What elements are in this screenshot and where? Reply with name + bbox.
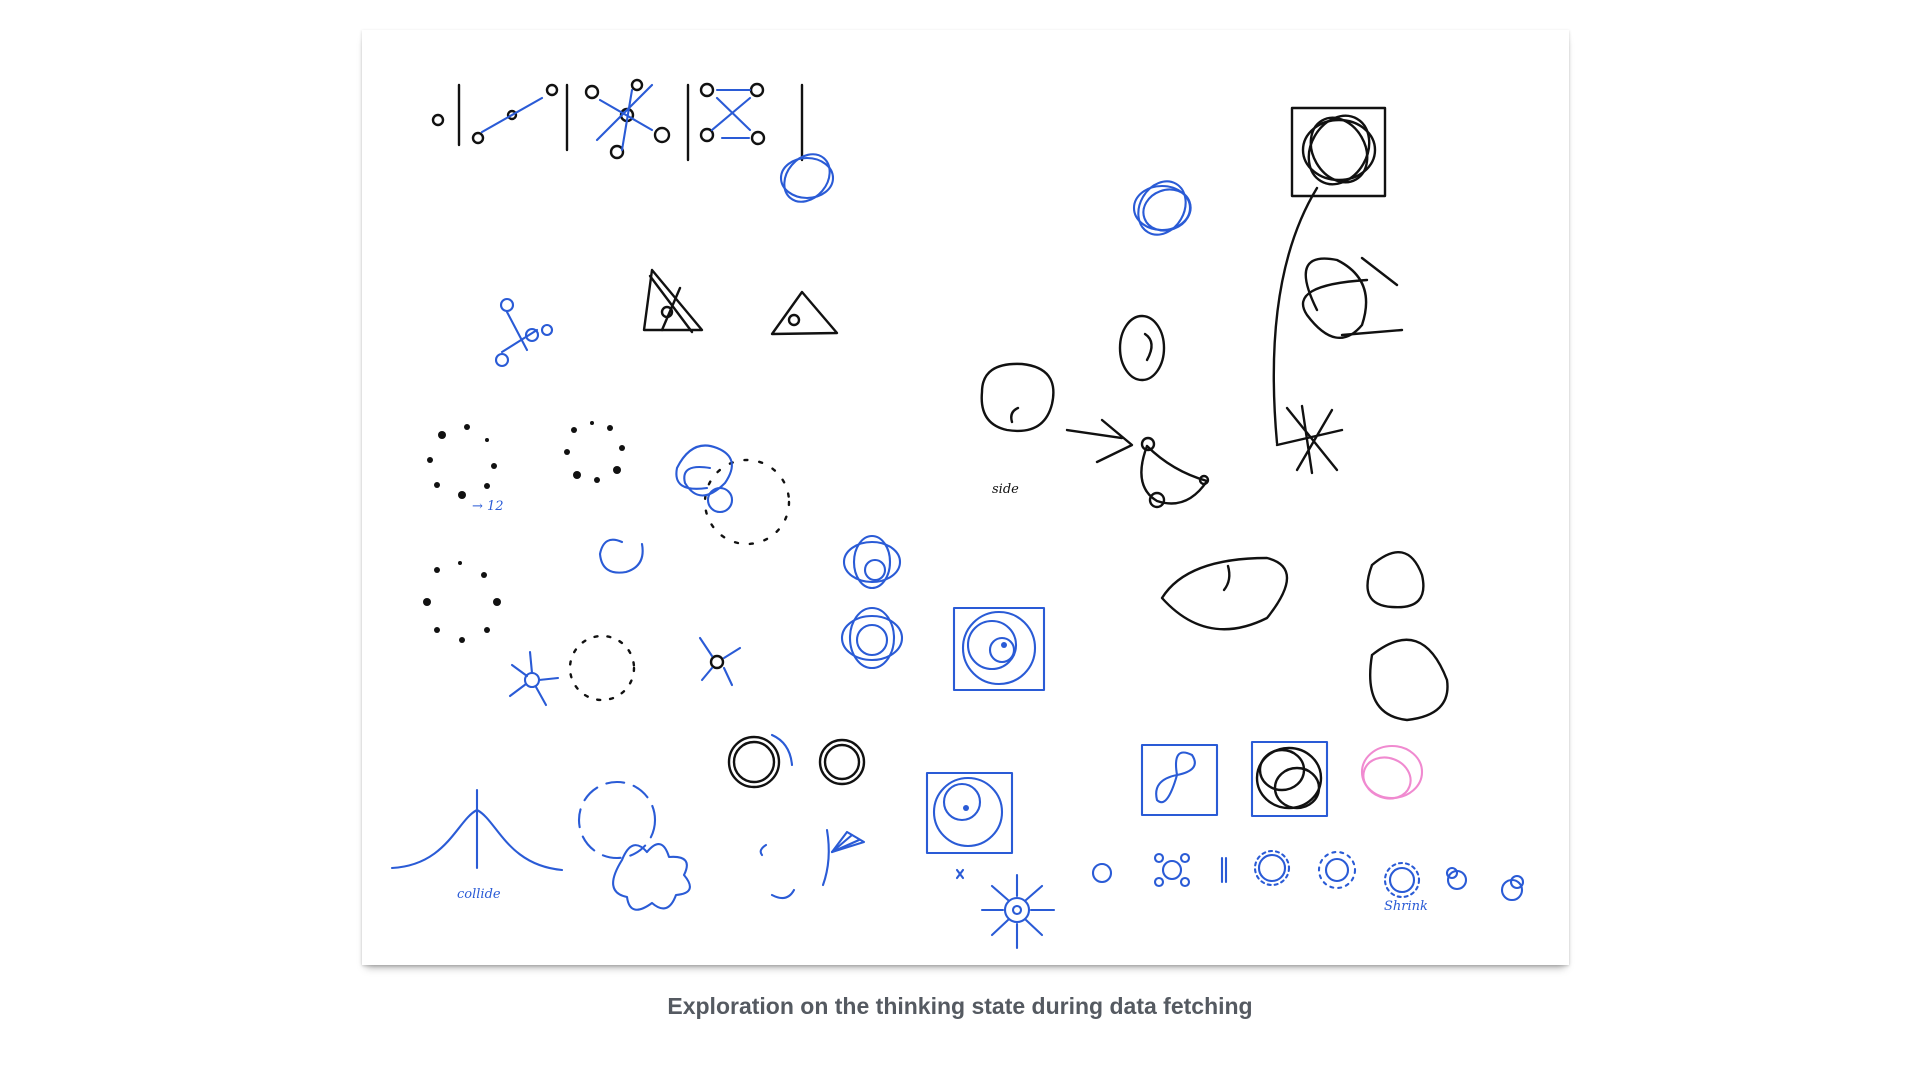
note-side: side [992, 482, 1019, 497]
sketch-drawing: → 12 collide [390, 78, 1525, 950]
sketch-paper: → 12 collide [362, 30, 1569, 965]
blob-and-fan [612, 828, 866, 911]
blue-knots [675, 153, 1192, 670]
blue-spiral-and-bursts: → 12 [472, 499, 742, 707]
note-shrink: Shrink [1384, 899, 1428, 914]
triangle-sketches [642, 268, 839, 336]
caption: Exploration on the thinking state during… [667, 993, 1253, 1019]
boxed-loops [1140, 740, 1424, 818]
ring-sketches [727, 733, 866, 789]
dotted-rings [423, 421, 791, 860]
note-collide: collide [457, 887, 501, 902]
blue-cluster-small [494, 297, 554, 368]
black-blobs: side [980, 314, 1449, 722]
collide-curve: collide [390, 788, 564, 902]
right-knots [1272, 106, 1404, 475]
note-count: → 12 [472, 499, 504, 514]
collision-diagrams [431, 78, 804, 162]
bottom-row-circles: Shrink [955, 849, 1525, 950]
boxed-spirals [925, 606, 1046, 855]
